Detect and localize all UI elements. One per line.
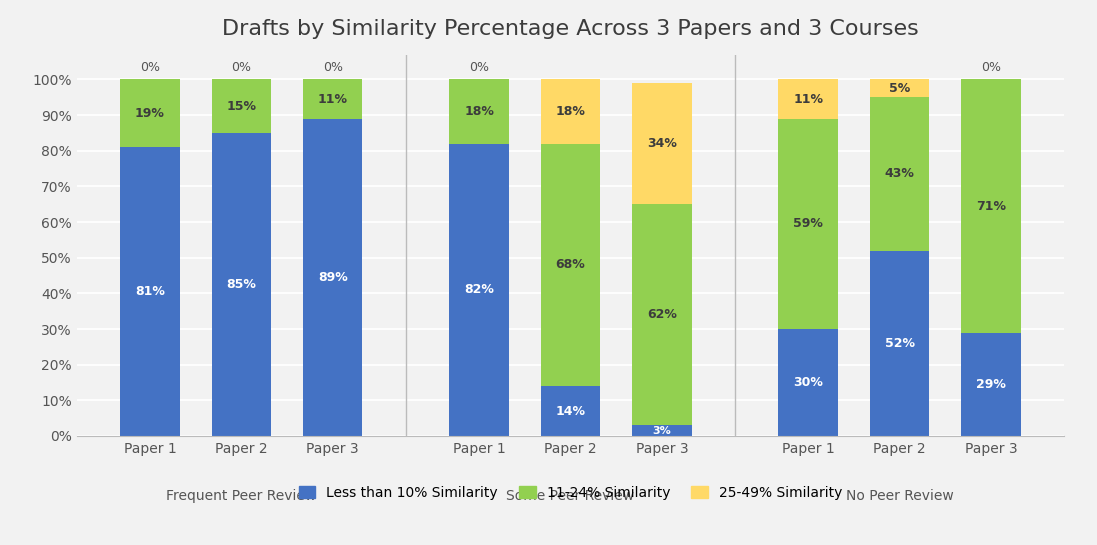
Bar — [121, 147, 180, 436]
Text: 68%: 68% — [555, 258, 586, 271]
Bar — [212, 133, 271, 436]
Text: 5%: 5% — [889, 82, 911, 95]
Text: 71%: 71% — [976, 199, 1006, 213]
Text: 62%: 62% — [647, 308, 677, 321]
Text: Frequent Peer Review: Frequent Peer Review — [167, 489, 316, 503]
Bar — [450, 80, 509, 144]
Text: 11%: 11% — [793, 93, 823, 106]
Text: 0%: 0% — [981, 61, 1000, 74]
Text: 43%: 43% — [884, 167, 915, 180]
Text: 11%: 11% — [318, 93, 348, 106]
Bar — [541, 80, 600, 144]
Text: 0%: 0% — [323, 61, 342, 74]
Bar — [632, 204, 691, 425]
Bar — [212, 80, 271, 133]
Bar — [303, 80, 362, 119]
Text: 89%: 89% — [318, 271, 348, 284]
Bar — [121, 80, 180, 147]
Text: 18%: 18% — [555, 105, 586, 118]
Bar — [870, 80, 929, 98]
Text: 14%: 14% — [555, 404, 586, 417]
Bar — [450, 144, 509, 436]
Text: 34%: 34% — [647, 137, 677, 150]
Text: 82%: 82% — [464, 283, 494, 296]
Bar — [303, 119, 362, 436]
Bar — [779, 329, 838, 436]
Text: 18%: 18% — [464, 105, 494, 118]
Bar — [870, 251, 929, 436]
Text: 81%: 81% — [135, 285, 165, 298]
Bar — [632, 83, 691, 204]
Text: 52%: 52% — [884, 337, 915, 350]
Text: 0%: 0% — [470, 61, 489, 74]
Text: 59%: 59% — [793, 217, 823, 231]
Text: 19%: 19% — [135, 107, 165, 120]
Text: 85%: 85% — [226, 278, 257, 291]
Text: Some Peer Review: Some Peer Review — [507, 489, 634, 503]
Text: 3%: 3% — [653, 426, 671, 435]
Text: 29%: 29% — [976, 378, 1006, 391]
Bar — [541, 144, 600, 386]
Text: No Peer Review: No Peer Review — [846, 489, 953, 503]
Text: 0%: 0% — [140, 61, 160, 74]
Bar — [961, 80, 1020, 332]
Bar — [779, 119, 838, 329]
Text: 0%: 0% — [231, 61, 251, 74]
Legend: Less than 10% Similarity, 11-24% Similarity, 25-49% Similarity: Less than 10% Similarity, 11-24% Similar… — [293, 480, 848, 505]
Bar — [541, 386, 600, 436]
Bar — [632, 425, 691, 436]
Bar — [870, 98, 929, 251]
Title: Drafts by Similarity Percentage Across 3 Papers and 3 Courses: Drafts by Similarity Percentage Across 3… — [222, 19, 919, 39]
Bar — [961, 332, 1020, 436]
Text: 15%: 15% — [226, 100, 257, 113]
Text: 30%: 30% — [793, 376, 823, 389]
Bar — [779, 80, 838, 119]
